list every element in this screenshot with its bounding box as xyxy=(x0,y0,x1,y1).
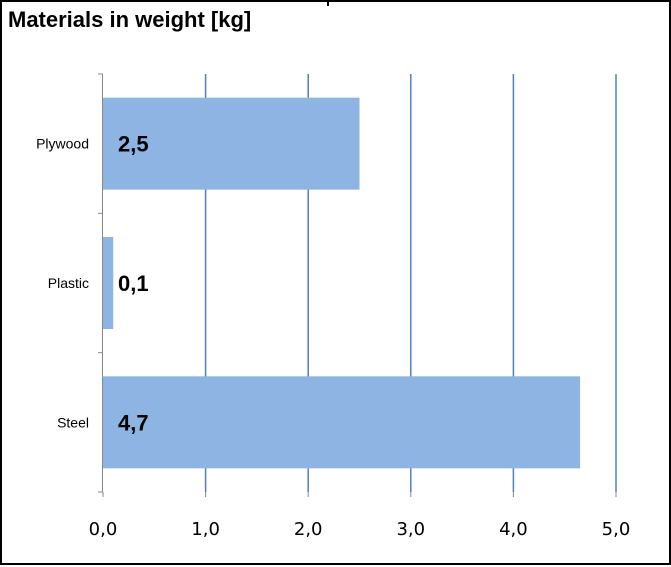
category-label-plywood: Plywood xyxy=(36,136,89,152)
category-label-steel: Steel xyxy=(57,414,89,430)
x-tick-label-5: 5,0 xyxy=(602,519,631,540)
x-tick-label-1: 1,0 xyxy=(191,519,220,540)
bar-plywood xyxy=(103,97,360,190)
category-label-plastic: Plastic xyxy=(48,275,89,291)
bar-plastic xyxy=(103,237,114,329)
x-tick-label-3: 3,0 xyxy=(396,519,425,540)
data-label-plywood: 2,5 xyxy=(118,132,149,157)
data-label-steel: 4,7 xyxy=(118,410,149,435)
x-tick-label-4: 4,0 xyxy=(499,519,528,540)
x-tick-label-0: 0,0 xyxy=(89,519,118,540)
chart-title: Materials in weight [kg] xyxy=(8,7,252,32)
data-label-plastic: 0,1 xyxy=(118,271,149,296)
bar-steel xyxy=(103,376,581,469)
x-tick-label-2: 2,0 xyxy=(294,519,323,540)
frame-top-tick xyxy=(327,2,329,6)
